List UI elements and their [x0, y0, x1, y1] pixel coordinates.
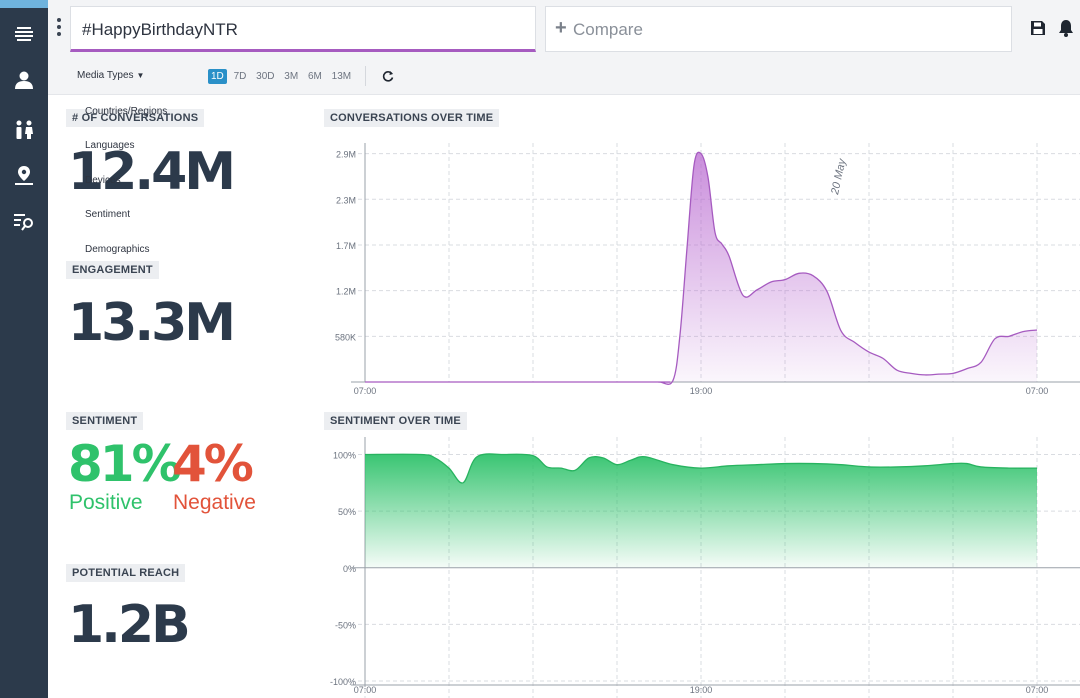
plus-icon: +: [555, 17, 567, 39]
conversations-value: 12.4M: [68, 142, 236, 202]
conversations-chart-title: CONVERSATIONS OVER TIME: [324, 109, 500, 127]
bell-icon[interactable]: [1058, 19, 1074, 37]
menu-lines-icon[interactable]: [12, 22, 36, 46]
x-tick-label: 07:00: [1026, 386, 1049, 396]
x-tick-label: 19:00: [690, 685, 713, 695]
series-area: [365, 453, 1037, 568]
y-tick-label: 50%: [338, 507, 356, 517]
search-query: #HappyBirthdayNTR: [82, 20, 238, 39]
negative-label: Negative: [173, 491, 256, 514]
dropdown-item-demographics[interactable]: Demographics: [85, 244, 150, 255]
range-1d[interactable]: 1D: [208, 69, 227, 84]
media-types-label: Media Types: [77, 70, 134, 81]
compare-label: Compare: [573, 20, 643, 39]
y-tick-label: 2.9M: [336, 150, 356, 160]
engagement-value: 13.3M: [68, 293, 236, 353]
user-icon[interactable]: [12, 68, 36, 92]
range-7d[interactable]: 7D: [233, 71, 247, 82]
main-content: # OF CONVERSATIONS 12.4M Countries/Regio…: [48, 95, 1080, 698]
chevron-down-icon: ▼: [136, 71, 145, 80]
search-input[interactable]: #HappyBirthdayNTR: [70, 6, 536, 52]
dropdown-item-countries[interactable]: Countries/Regions: [85, 106, 168, 117]
sidebar: [0, 0, 48, 698]
y-tick-label: 1.2M: [336, 287, 356, 297]
conversations-chart: 580K 1.2M 1.7M 2.3M 2.9M 07:00 19:00 07:00 20 Ma…: [335, 143, 1080, 396]
series-line: [364, 453, 1038, 484]
y-tick-label: -100%: [330, 677, 356, 687]
y-tick-label: -50%: [335, 620, 356, 630]
range-30d[interactable]: 30D: [256, 71, 275, 82]
y-tick-label: 2.3M: [336, 195, 356, 205]
x-tick-label: 07:00: [354, 685, 377, 695]
people-icon[interactable]: [12, 118, 36, 142]
y-tick-label: 580K: [335, 332, 356, 342]
date-annotation: 20 May: [829, 156, 849, 196]
range-3m[interactable]: 3M: [284, 71, 299, 82]
positive-value: 81%: [68, 435, 182, 493]
map-pin-icon[interactable]: [12, 164, 36, 188]
more-options-icon[interactable]: [56, 18, 62, 40]
divider: [365, 66, 366, 86]
sentiment-title: SENTIMENT: [66, 412, 144, 430]
search-list-icon[interactable]: [12, 210, 36, 234]
positive-label: Positive: [69, 491, 143, 514]
sentiment-chart-title: SENTIMENT OVER TIME: [324, 412, 467, 430]
range-selector: 1D 7D 30D 3M 6M 13M: [208, 69, 355, 84]
range-6m[interactable]: 6M: [307, 71, 322, 82]
conversations-title: # OF CONVERSATIONS: [66, 109, 205, 127]
compare-input[interactable]: + Compare: [545, 6, 1012, 52]
series-area: [365, 152, 1037, 385]
refresh-icon[interactable]: [382, 70, 394, 82]
y-tick-label: 1.7M: [336, 241, 356, 251]
media-types-dropdown[interactable]: Media Types ▼: [77, 70, 144, 81]
sentiment-chart: 100%50%0%-50%-100%07:00 19:00 07:00: [330, 437, 1080, 698]
reach-value: 1.2B: [68, 595, 191, 655]
x-tick-label: 07:00: [1026, 685, 1049, 695]
x-tick-label: 07:00: [354, 386, 377, 396]
series-line: [365, 151, 1038, 385]
reach-title: POTENTIAL REACH: [66, 564, 186, 582]
sidebar-top-accent: [0, 0, 48, 8]
save-icon[interactable]: [1030, 20, 1046, 36]
dropdown-item-devices[interactable]: Devices: [85, 175, 121, 186]
y-tick-label: 100%: [333, 451, 356, 461]
y-tick-label: 0%: [343, 564, 356, 574]
dropdown-item-languages[interactable]: Languages: [85, 140, 135, 151]
top-bar: #HappyBirthdayNTR + Compare Media Types ▼…: [48, 0, 1080, 95]
engagement-title: ENGAGEMENT: [66, 261, 159, 279]
negative-value: 4%: [172, 435, 254, 493]
dropdown-item-sentiment[interactable]: Sentiment: [85, 209, 131, 220]
range-13m[interactable]: 13M: [331, 71, 352, 82]
x-tick-label: 19:00: [690, 386, 713, 396]
